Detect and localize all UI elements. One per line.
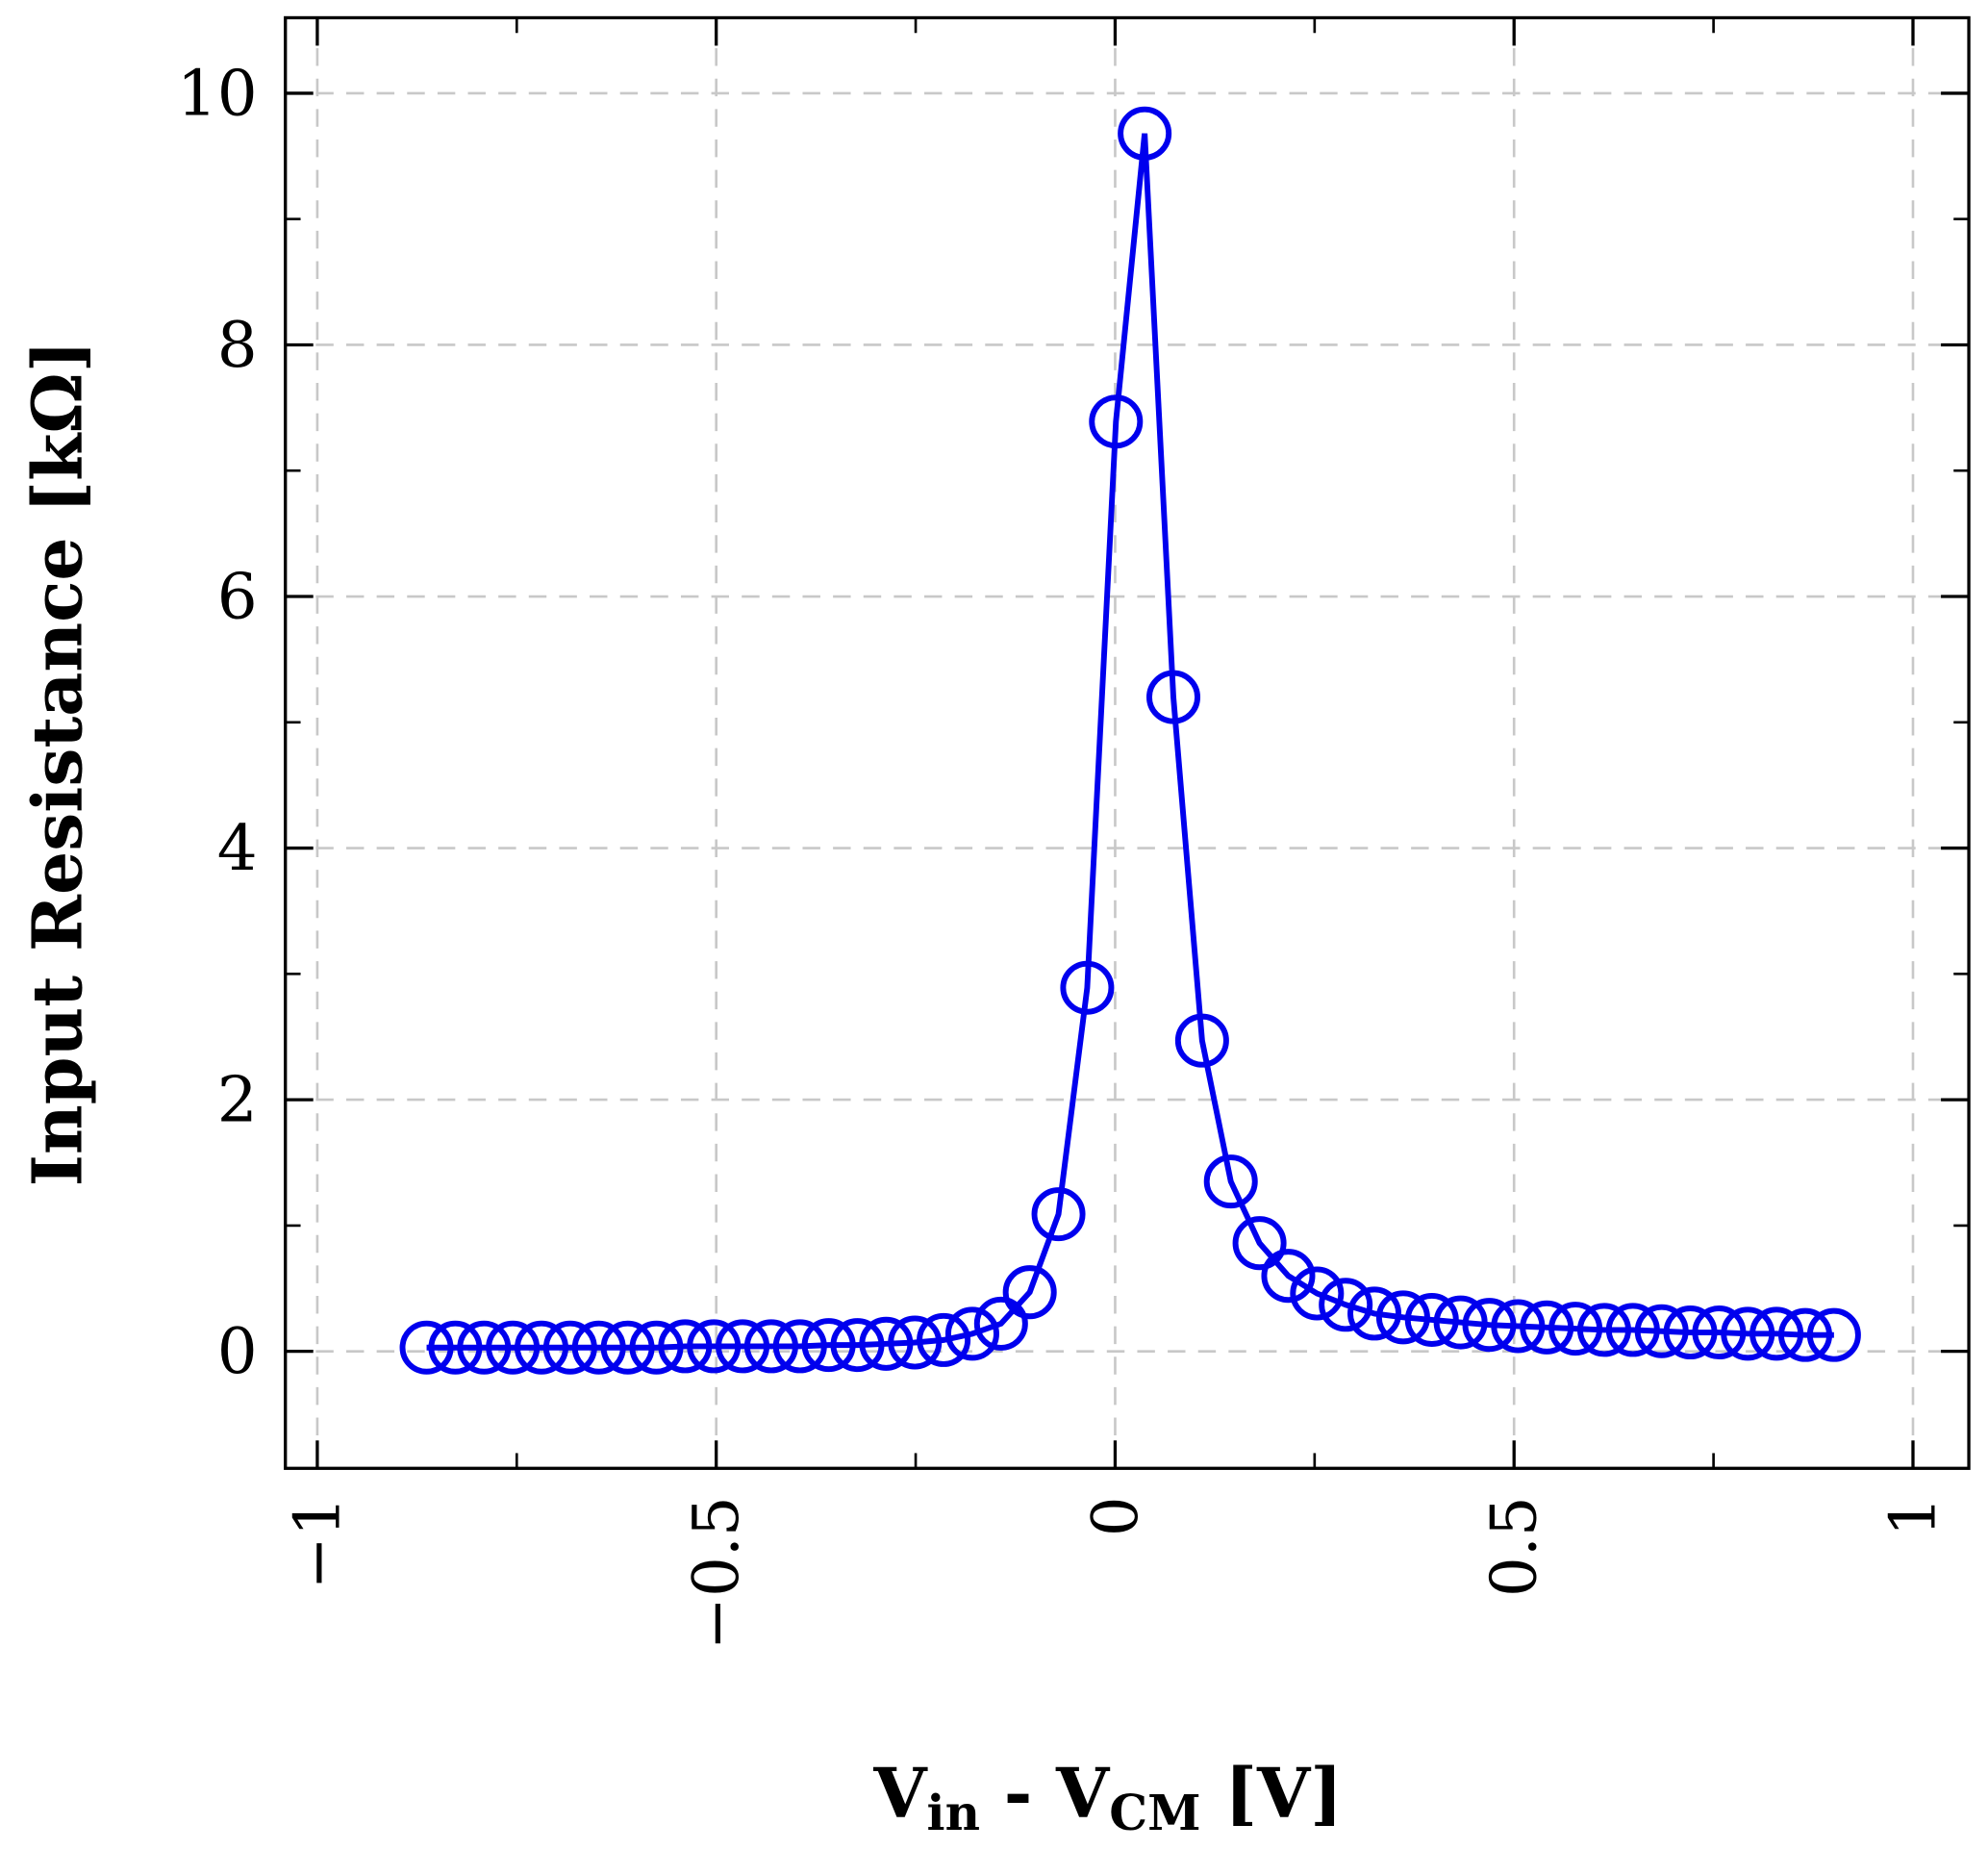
y-tick-label: 8 (217, 308, 258, 382)
y-axis-label: Input Resistance [kΩ] (17, 341, 98, 1187)
data-point (1777, 1307, 1833, 1362)
data-point (1663, 1305, 1718, 1360)
data-point (629, 1320, 684, 1375)
data-point (1491, 1299, 1546, 1354)
x-axis-label: Vin - VCM [V] (872, 1753, 1343, 1841)
data-point (1347, 1286, 1402, 1341)
data-point (1634, 1304, 1689, 1358)
data-point (1721, 1306, 1775, 1361)
data-point (1749, 1306, 1804, 1361)
data-point (944, 1306, 999, 1361)
x-tick-label: 1 (1875, 1496, 1950, 1536)
x-tick-label: 0.5 (1477, 1496, 1551, 1597)
data-point (1174, 1013, 1229, 1068)
series (399, 106, 1861, 1375)
data-point (1145, 670, 1201, 724)
data-point (1319, 1278, 1373, 1332)
y-tick-label: 2 (217, 1063, 258, 1137)
data-point (1002, 1265, 1057, 1320)
data-point (1576, 1303, 1631, 1357)
series-line (426, 133, 1834, 1351)
data-point (1118, 106, 1172, 161)
data-point (514, 1320, 569, 1375)
data-point (457, 1320, 512, 1375)
data-point (1462, 1298, 1517, 1353)
grid (285, 17, 1970, 1469)
data-point (1261, 1249, 1316, 1304)
data-point (658, 1319, 713, 1374)
data-point (542, 1320, 597, 1375)
y-tick-label: 0 (217, 1314, 258, 1388)
data-point (1806, 1307, 1861, 1362)
data-point (772, 1319, 827, 1374)
y-tick-label: 6 (217, 559, 258, 633)
data-point (1089, 394, 1144, 449)
data-point (600, 1320, 655, 1375)
data-point (1605, 1303, 1660, 1357)
ticks (285, 17, 1970, 1469)
data-point (1548, 1302, 1603, 1356)
data-point (743, 1319, 798, 1374)
data-point (888, 1315, 943, 1370)
data-point (973, 1296, 1028, 1351)
data-point (687, 1319, 742, 1374)
data-point (1060, 960, 1115, 1015)
data-point (1232, 1216, 1287, 1271)
data-point (428, 1320, 483, 1375)
y-tick-label: 4 (217, 811, 258, 885)
data-point (830, 1318, 885, 1373)
data-point (1692, 1305, 1747, 1360)
y-tick-label: 10 (177, 56, 258, 130)
x-tick-label: −0.5 (679, 1496, 753, 1650)
data-point (486, 1320, 541, 1375)
x-tick-label: 0 (1078, 1496, 1152, 1536)
data-point (1203, 1154, 1258, 1209)
data-point (716, 1319, 770, 1374)
x-tick-label: −1 (280, 1496, 354, 1589)
data-point (1404, 1292, 1459, 1347)
data-point (1520, 1300, 1574, 1355)
data-point (1031, 1187, 1086, 1242)
data-point (571, 1320, 626, 1375)
data-point (917, 1312, 971, 1367)
data-point (859, 1316, 914, 1371)
data-point (399, 1320, 454, 1375)
data-point (1433, 1295, 1488, 1350)
data-point (1375, 1290, 1430, 1345)
data-point (1290, 1266, 1345, 1321)
data-point (801, 1318, 856, 1373)
plot-frame (284, 15, 1971, 1470)
